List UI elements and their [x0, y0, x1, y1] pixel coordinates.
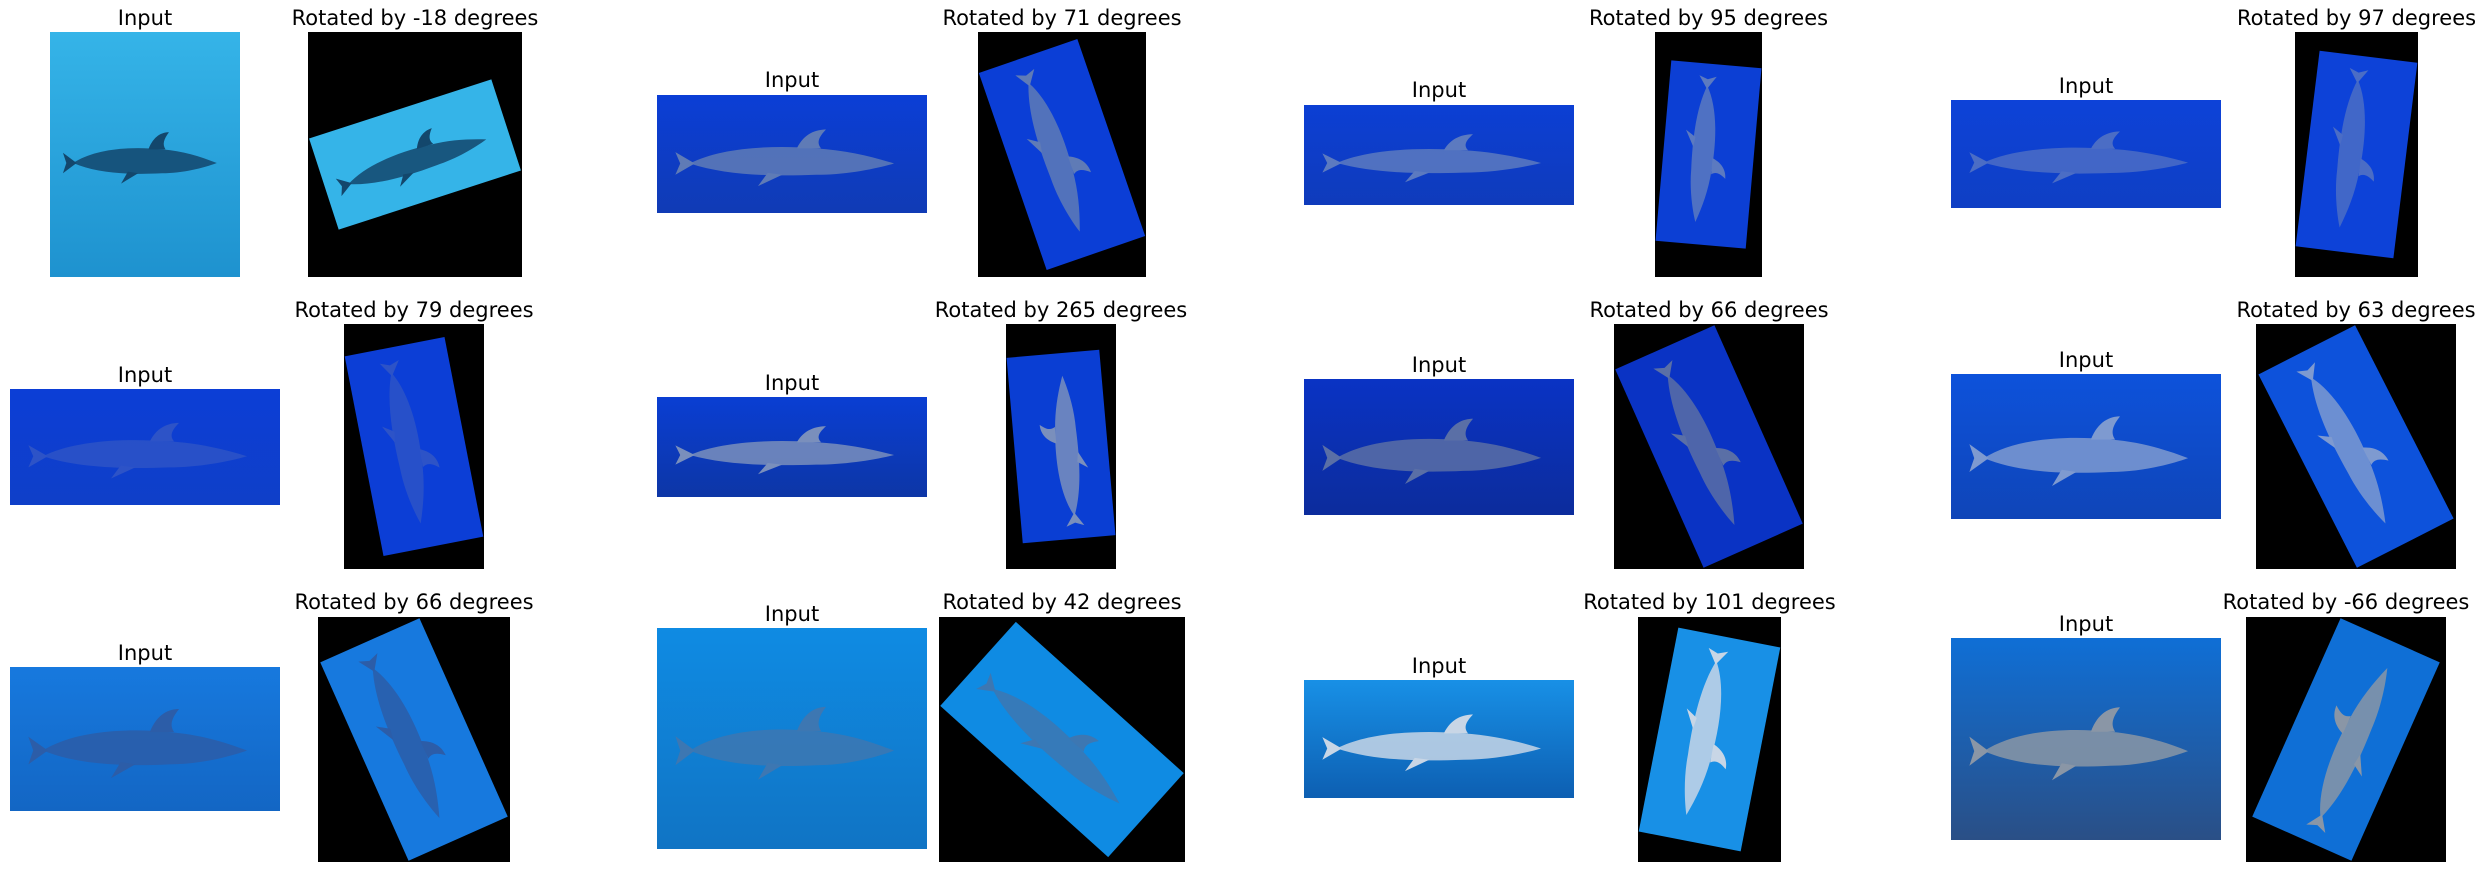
input-title: Input — [2058, 348, 2114, 372]
output-title: Rotated by 66 degrees — [294, 590, 534, 614]
input-title: Input — [117, 641, 173, 665]
output-title: Rotated by 71 degrees — [942, 6, 1182, 30]
input-dolphin-photo — [1304, 680, 1574, 798]
output-title: Rotated by 79 degrees — [294, 298, 534, 322]
input-dolphin-photo — [10, 389, 280, 505]
output-title: Rotated by 42 degrees — [942, 590, 1182, 614]
rotated-dolphin-photo — [308, 32, 522, 277]
input-title: Input — [1411, 78, 1467, 102]
output-title: Rotated by 97 degrees — [2236, 6, 2477, 30]
rotated-dolphin-photo — [2295, 32, 2418, 277]
input-dolphin-photo — [657, 95, 927, 213]
input-dolphin-photo — [10, 667, 280, 811]
input-title: Input — [1411, 353, 1467, 377]
input-dolphin-photo — [50, 32, 240, 277]
input-dolphin-photo — [1951, 100, 2221, 208]
input-dolphin-photo — [1304, 379, 1574, 515]
output-title: Rotated by 63 degrees — [2236, 298, 2476, 322]
input-dolphin-photo — [1304, 105, 1574, 205]
input-title: Input — [764, 371, 820, 395]
input-title: Input — [117, 363, 173, 387]
output-title: Rotated by 101 degrees — [1583, 590, 1836, 614]
input-title: Input — [764, 602, 820, 626]
output-title: Rotated by 265 degrees — [934, 298, 1188, 322]
output-title: Rotated by -66 degrees — [2222, 590, 2470, 614]
rotated-dolphin-photo — [318, 617, 510, 862]
input-dolphin-photo — [1951, 638, 2221, 840]
input-dolphin-photo — [657, 397, 927, 497]
input-title: Input — [1411, 654, 1467, 678]
rotated-dolphin-photo — [2246, 617, 2446, 862]
rotated-dolphin-photo — [939, 617, 1185, 862]
rotated-dolphin-photo — [978, 32, 1146, 277]
rotated-dolphin-photo — [1614, 324, 1804, 569]
input-title: Input — [764, 68, 820, 92]
input-dolphin-photo — [657, 628, 927, 849]
output-title: Rotated by -18 degrees — [291, 6, 539, 30]
input-dolphin-photo — [1951, 374, 2221, 519]
output-title: Rotated by 95 degrees — [1588, 6, 1829, 30]
input-title: Input — [117, 6, 173, 30]
rotated-dolphin-photo — [2256, 324, 2456, 569]
rotated-dolphin-photo — [1006, 324, 1116, 569]
rotated-dolphin-photo — [1655, 32, 1762, 277]
rotated-dolphin-photo — [344, 324, 484, 569]
rotated-dolphin-photo — [1638, 617, 1781, 862]
input-title: Input — [2058, 74, 2114, 98]
input-title: Input — [2058, 612, 2114, 636]
output-title: Rotated by 66 degrees — [1589, 298, 1829, 322]
